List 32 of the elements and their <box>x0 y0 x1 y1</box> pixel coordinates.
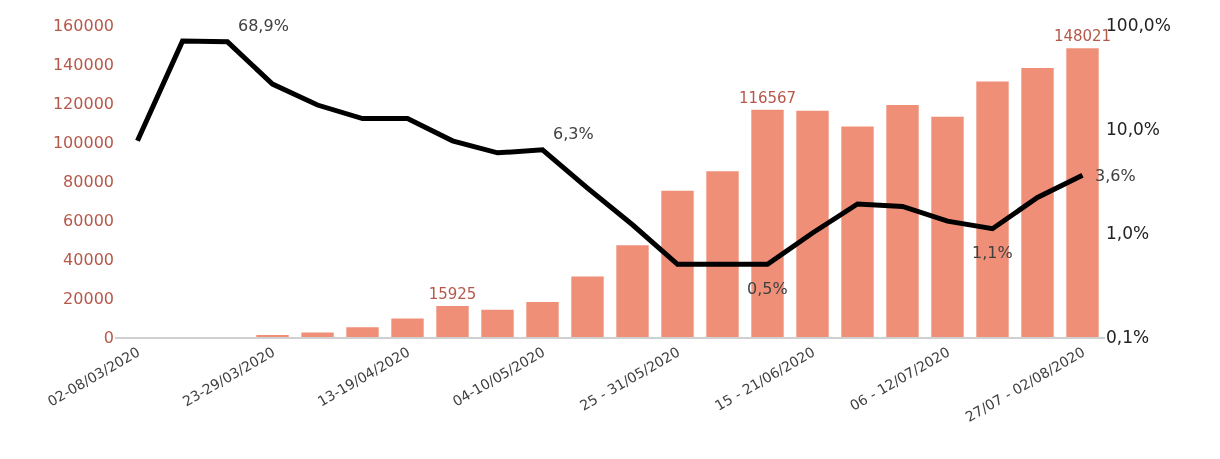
y-tick-label: 40000 <box>63 249 114 269</box>
bar <box>841 126 874 337</box>
y2-tick-label: 100,0% <box>1106 14 1171 35</box>
bar <box>886 104 919 337</box>
bar <box>526 301 559 337</box>
data-label: 68,9% <box>238 16 289 35</box>
y-tick-label: 120000 <box>52 93 114 113</box>
y-tick-label: 0 <box>103 327 114 347</box>
y-tick-label: 160000 <box>52 15 114 35</box>
bar <box>346 327 379 337</box>
y2-tick-label: 1,0% <box>1106 222 1150 243</box>
bar <box>661 190 694 337</box>
y-tick-label: 60000 <box>63 210 114 230</box>
bar <box>706 171 739 337</box>
y-tick-label: 20000 <box>63 288 114 308</box>
bar <box>391 318 424 337</box>
bar <box>481 309 514 337</box>
y-tick-label: 80000 <box>63 171 114 191</box>
bar <box>616 245 649 337</box>
data-label: 15925 <box>428 284 477 303</box>
bar <box>1021 67 1054 337</box>
bar <box>436 305 469 337</box>
bar <box>571 276 604 337</box>
y2-tick-label: 0,1% <box>1106 326 1150 347</box>
y-tick-label: 140000 <box>52 54 114 74</box>
bar <box>931 116 964 337</box>
y-tick-label: 100000 <box>52 132 114 152</box>
bar <box>796 110 829 337</box>
data-label: 116567 <box>738 88 797 107</box>
bar <box>301 332 334 337</box>
data-label: 6,3% <box>553 124 594 143</box>
y2-tick-label: 10,0% <box>1106 118 1161 139</box>
